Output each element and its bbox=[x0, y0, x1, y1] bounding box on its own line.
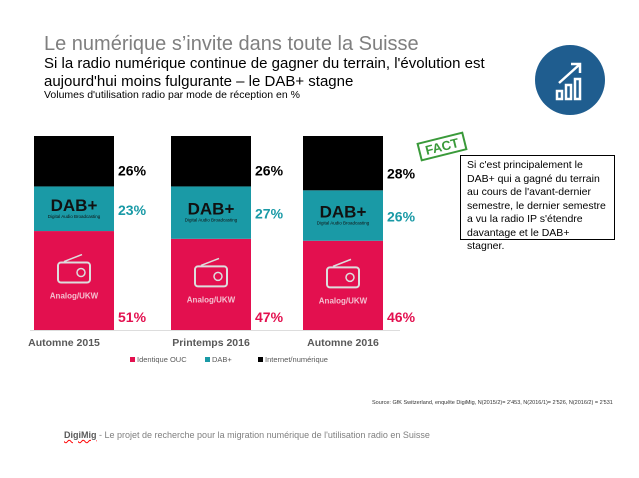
data-label: 51% bbox=[118, 309, 147, 325]
radio-icon bbox=[326, 266, 360, 289]
page-title: Le numérique s’invite dans toute la Suis… bbox=[44, 33, 419, 55]
data-label: 26% bbox=[255, 162, 284, 178]
radio-icon bbox=[194, 265, 228, 288]
data-label: 47% bbox=[255, 309, 284, 325]
source-note: Source: GfK Switzerland, enquête DigiMig… bbox=[372, 400, 613, 406]
data-label: 26% bbox=[118, 162, 147, 178]
data-label: 28% bbox=[387, 165, 416, 181]
chart-caption: Volumes d'utilisation radio par mode de … bbox=[44, 89, 300, 101]
legend-swatch bbox=[258, 357, 263, 362]
bar-segment bbox=[171, 238, 251, 330]
dab-logo: DAB+ bbox=[51, 196, 98, 215]
footer-brand: DigiMig bbox=[64, 430, 97, 440]
radio-dial-icon bbox=[345, 272, 355, 283]
legend-swatch bbox=[205, 357, 210, 362]
bar-segment bbox=[171, 136, 251, 187]
radio-icon bbox=[57, 261, 91, 284]
footer-text: - Le projet de recherche pour la migrati… bbox=[96, 430, 430, 440]
bar-segment bbox=[303, 240, 383, 330]
bar-segment bbox=[171, 186, 251, 239]
bar-segment bbox=[34, 136, 114, 187]
x-tick-label: Automne 2016 bbox=[307, 337, 379, 349]
footer: DigiMig - Le projet de recherche pour la… bbox=[64, 430, 430, 440]
radio-antenna-icon bbox=[200, 257, 220, 267]
segment-label: Analog/UKW bbox=[187, 295, 236, 304]
x-tick-label: Printemps 2016 bbox=[172, 337, 250, 349]
radio-dial-icon bbox=[213, 271, 223, 282]
bar-segment bbox=[34, 186, 114, 232]
legend-label: Internet/numérique bbox=[265, 355, 328, 364]
x-tick-label: Automne 2015 bbox=[28, 337, 100, 349]
data-label: 27% bbox=[255, 206, 284, 222]
radio-antenna-icon bbox=[332, 258, 352, 268]
segment-label: Analog/UKW bbox=[319, 296, 368, 305]
legend-label: Identique OUC bbox=[137, 355, 187, 364]
radio-dial-icon bbox=[76, 267, 86, 278]
data-label: 23% bbox=[118, 202, 147, 218]
dab-logo: DAB+ bbox=[188, 200, 235, 219]
legend-label: DAB+ bbox=[212, 355, 232, 364]
bar-segment bbox=[303, 190, 383, 241]
segment-label: Analog/UKW bbox=[50, 292, 99, 301]
dab-logo-subtitle: Digital Audio Broadcasting bbox=[317, 221, 370, 226]
bar-segment bbox=[34, 231, 114, 330]
growth-chart-icon bbox=[535, 45, 605, 115]
fact-box: Si c'est principalement le DAB+ qui a ga… bbox=[460, 155, 615, 252]
dab-logo-subtitle: Digital Audio Broadcasting bbox=[48, 214, 101, 219]
radio-antenna-icon bbox=[63, 253, 83, 263]
legend-swatch bbox=[130, 357, 135, 362]
data-label: 26% bbox=[387, 209, 416, 225]
bar-segment bbox=[303, 136, 383, 191]
data-label: 46% bbox=[387, 309, 416, 325]
dab-logo-subtitle: Digital Audio Broadcasting bbox=[185, 218, 238, 223]
dab-logo: DAB+ bbox=[320, 203, 367, 222]
subtitle: Si la radio numérique continue de gagner… bbox=[44, 55, 485, 90]
